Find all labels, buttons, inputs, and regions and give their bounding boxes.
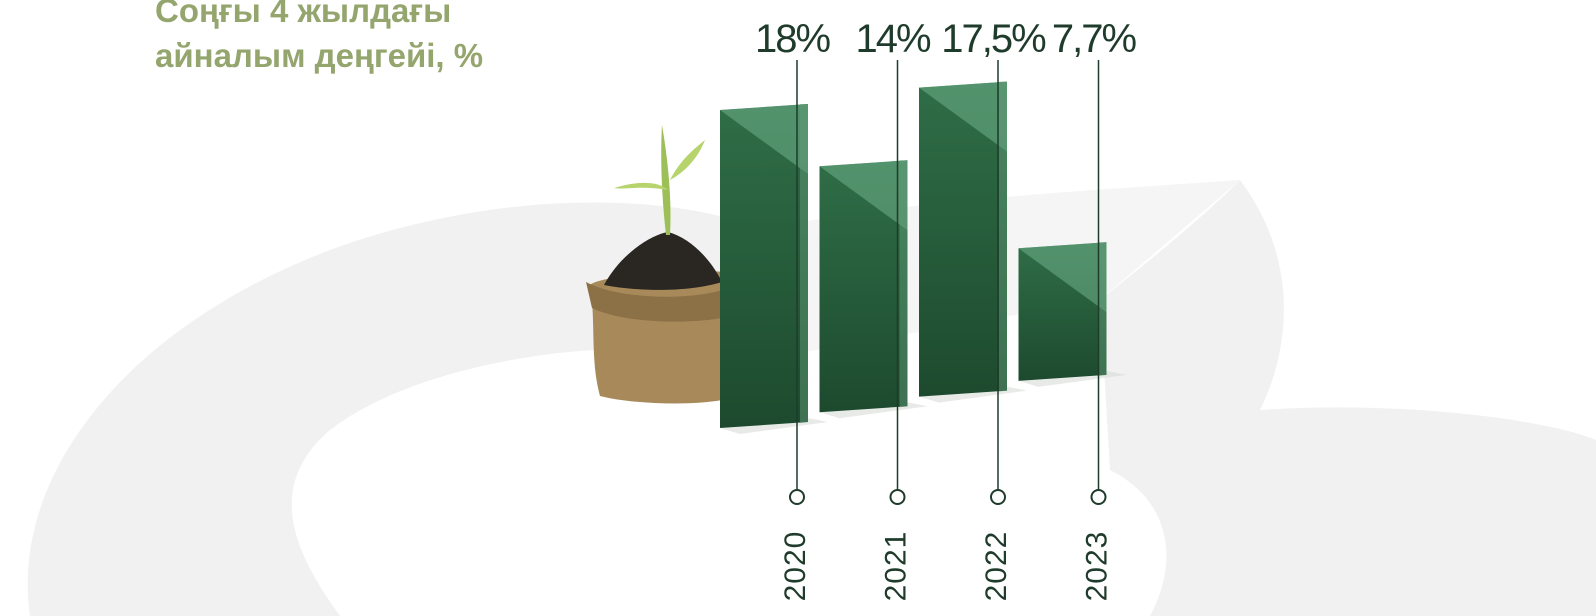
value-label: 14% — [855, 17, 930, 61]
x-tick-label: 2021 — [879, 531, 912, 602]
bar-side — [800, 104, 808, 423]
value-label: 17,5% — [941, 17, 1046, 61]
bar-facet — [919, 81, 1007, 152]
bar-side — [999, 81, 1007, 392]
leader-dot — [789, 489, 805, 505]
leader-dot — [1090, 489, 1107, 505]
bar — [919, 81, 1007, 397]
value-label: 7,7% — [1052, 17, 1137, 61]
chart-title: Соңғы 4 жылдағы айналым деңгейі, % — [155, 0, 483, 74]
leader-dot — [990, 489, 1006, 505]
x-tick-label: 2022 — [980, 531, 1013, 602]
x-tick-label: 2023 — [1080, 531, 1113, 602]
bar-facet — [720, 104, 808, 174]
leader-dot — [889, 489, 906, 505]
bar — [720, 104, 808, 428]
bar — [819, 160, 908, 413]
value-label: 18% — [755, 17, 830, 61]
seed-sack — [586, 125, 722, 404]
bar-side — [1098, 242, 1107, 376]
bar-facet — [1018, 242, 1107, 313]
bar-side — [899, 160, 908, 408]
x-tick-label: 2020 — [779, 531, 812, 602]
bar-facet — [819, 160, 908, 231]
bars: 18% 2020 14% 2021 17,5% 2022 7,7% 2023 — [720, 17, 1139, 602]
